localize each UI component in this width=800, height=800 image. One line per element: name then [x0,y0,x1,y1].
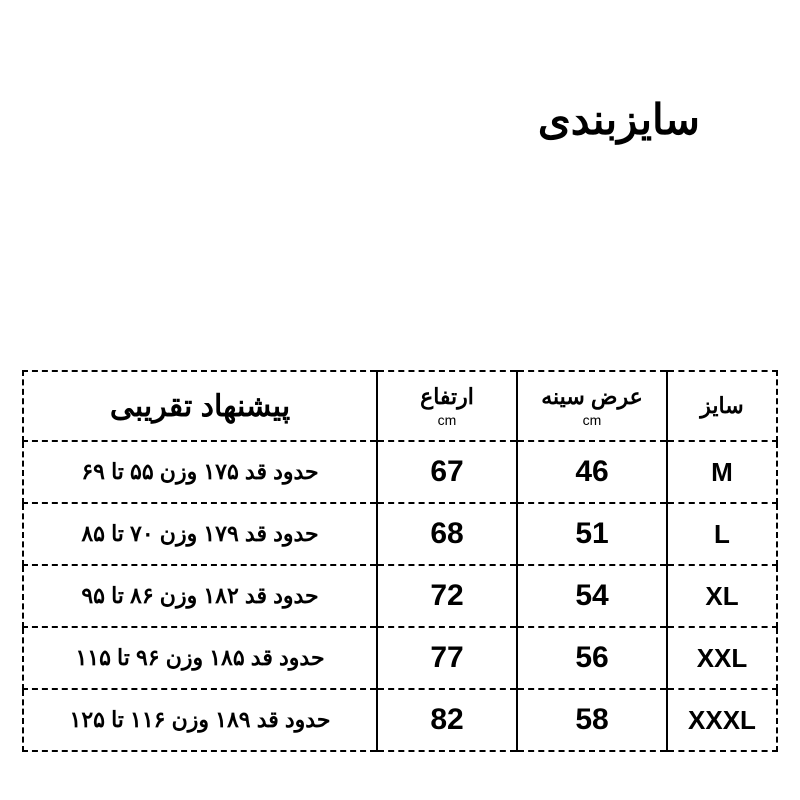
header-recommendation: پیشنهاد تقریبی [23,371,377,441]
cell-chest: 54 [517,565,667,627]
size-table-container: سایز عرض سینه cm ارتفاع cm پیشنهاد تقریب… [22,370,778,752]
header-height: ارتفاع cm [377,371,517,441]
cell-size: XXL [667,627,777,689]
header-size-label: سایز [668,393,776,419]
table-row: M 46 67 حدود قد ۱۷۵ وزن ۵۵ تا ۶۹ [23,441,777,503]
size-table: سایز عرض سینه cm ارتفاع cm پیشنهاد تقریب… [22,370,778,752]
cell-chest: 58 [517,689,667,751]
cell-chest: 51 [517,503,667,565]
cell-height: 67 [377,441,517,503]
cell-chest: 56 [517,627,667,689]
cell-recommendation: حدود قد ۱۸۲ وزن ۸۶ تا ۹۵ [23,565,377,627]
header-chest-label: عرض سینه [518,384,666,410]
cell-size: XXXL [667,689,777,751]
cell-height: 77 [377,627,517,689]
table-row: L 51 68 حدود قد ۱۷۹ وزن ۷۰ تا ۸۵ [23,503,777,565]
header-chest-unit: cm [518,412,666,428]
table-header-row: سایز عرض سینه cm ارتفاع cm پیشنهاد تقریب… [23,371,777,441]
cell-size: M [667,441,777,503]
header-height-unit: cm [378,412,516,428]
cell-recommendation: حدود قد ۱۸۵ وزن ۹۶ تا ۱۱۵ [23,627,377,689]
cell-size: L [667,503,777,565]
header-recommendation-label: پیشنهاد تقریبی [24,389,376,424]
table-row: XL 54 72 حدود قد ۱۸۲ وزن ۸۶ تا ۹۵ [23,565,777,627]
cell-height: 72 [377,565,517,627]
cell-size: XL [667,565,777,627]
header-size: سایز [667,371,777,441]
cell-recommendation: حدود قد ۱۷۹ وزن ۷۰ تا ۸۵ [23,503,377,565]
header-chest: عرض سینه cm [517,371,667,441]
cell-height: 82 [377,689,517,751]
table-row: XXXL 58 82 حدود قد ۱۸۹ وزن ۱۱۶ تا ۱۲۵ [23,689,777,751]
cell-height: 68 [377,503,517,565]
cell-chest: 46 [517,441,667,503]
header-height-label: ارتفاع [378,384,516,410]
cell-recommendation: حدود قد ۱۸۹ وزن ۱۱۶ تا ۱۲۵ [23,689,377,751]
cell-recommendation: حدود قد ۱۷۵ وزن ۵۵ تا ۶۹ [23,441,377,503]
table-row: XXL 56 77 حدود قد ۱۸۵ وزن ۹۶ تا ۱۱۵ [23,627,777,689]
page-title: سایزبندی [538,95,700,144]
